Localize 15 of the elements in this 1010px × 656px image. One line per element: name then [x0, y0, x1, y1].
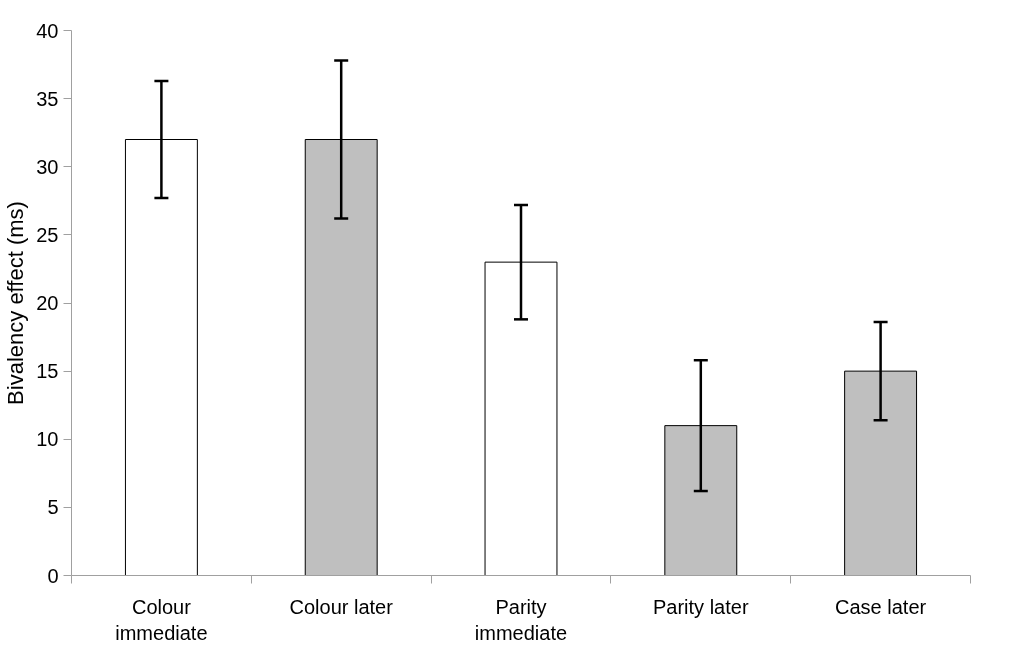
y-tick-label: 25 [36, 223, 59, 246]
x-tick-label: Parity later [653, 595, 749, 618]
y-tick-label: 40 [36, 19, 59, 42]
y-tick-label: 10 [36, 428, 59, 451]
x-tick-label: Parity immediate [474, 595, 568, 644]
x-tick-label: Colour later [289, 595, 394, 618]
y-axis-title: Bivalency effect (ms) [3, 201, 29, 405]
y-tick-label: 30 [36, 155, 59, 178]
y-tick-label: 15 [36, 360, 59, 383]
y-tick-label: 35 [36, 87, 59, 110]
x-tick-label: Colour immediate [115, 595, 208, 644]
x-tick-label: Case later [835, 595, 927, 618]
y-tick-label: 20 [36, 292, 59, 314]
y-tick-label: 0 [47, 564, 59, 587]
y-tick-label: 5 [47, 496, 59, 519]
